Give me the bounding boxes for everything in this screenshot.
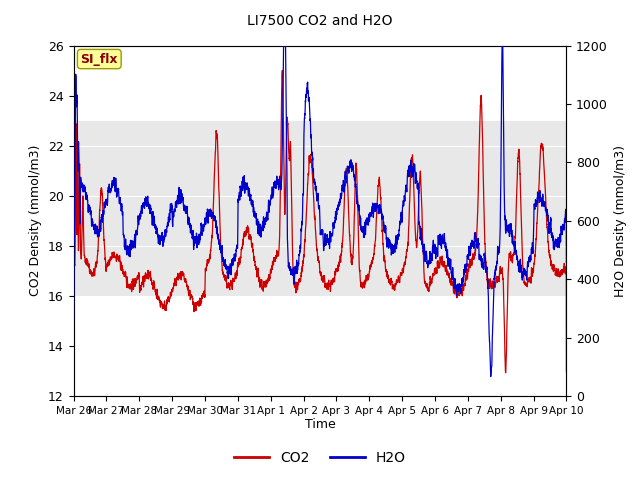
Text: LI7500 CO2 and H2O: LI7500 CO2 and H2O	[247, 14, 393, 28]
Y-axis label: CO2 Density (mmol/m3): CO2 Density (mmol/m3)	[29, 145, 42, 297]
Text: SI_flx: SI_flx	[81, 52, 118, 66]
Bar	[74, 120, 566, 296]
X-axis label: Time: Time	[305, 419, 335, 432]
Legend: CO2, H2O: CO2, H2O	[228, 445, 412, 471]
Y-axis label: H2O Density (mmol/m3): H2O Density (mmol/m3)	[614, 145, 627, 297]
